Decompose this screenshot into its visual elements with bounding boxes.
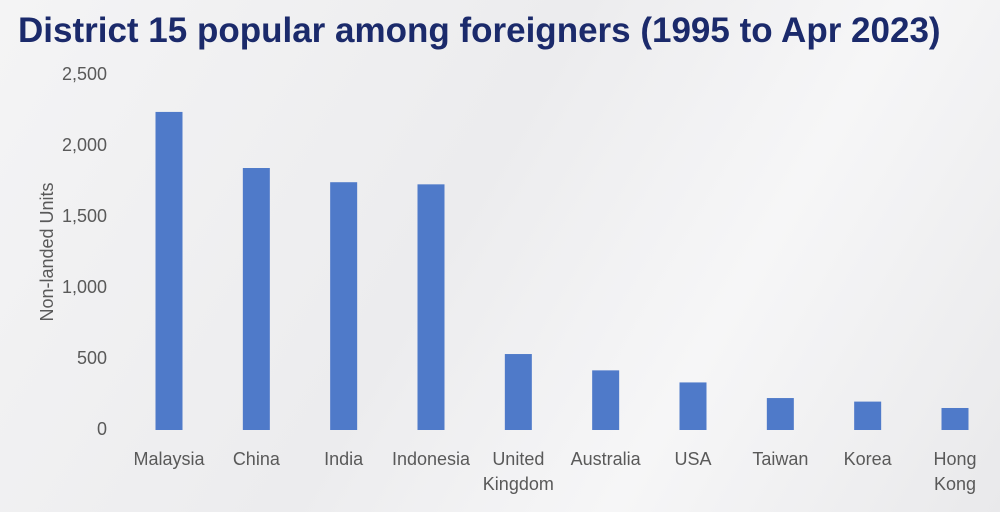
y-tick-label: 1,500	[62, 206, 107, 226]
bar	[330, 182, 358, 430]
x-tick-label: United Kingdom	[482, 449, 554, 494]
bar	[242, 168, 270, 430]
bar	[766, 398, 794, 430]
x-tick-label: Taiwan	[752, 449, 809, 469]
bar	[854, 401, 882, 430]
bar	[679, 382, 707, 430]
bar	[417, 184, 445, 430]
bar	[592, 370, 620, 430]
chart-title: District 15 popular among foreigners (19…	[18, 11, 941, 50]
bar	[504, 354, 532, 430]
y-tick-label: 1,000	[62, 277, 107, 297]
x-tick-label: Australia	[570, 449, 641, 469]
y-axis-label: Non-landed Units	[37, 182, 57, 321]
y-tick-label: 2,000	[62, 135, 107, 155]
x-tick-label: Hong Kong	[933, 449, 977, 494]
bar	[941, 407, 969, 430]
x-tick-label: Malaysia	[133, 449, 205, 469]
bar	[155, 111, 183, 431]
x-tick-label: Korea	[843, 449, 892, 469]
y-tick-label: 2,500	[62, 64, 107, 84]
y-tick-label: 0	[97, 419, 107, 439]
x-tick-label: India	[324, 449, 364, 469]
x-tick-label: Indonesia	[391, 449, 471, 469]
x-tick-label: China	[232, 449, 280, 469]
x-tick-label: USA	[674, 449, 712, 469]
y-tick-label: 500	[77, 348, 107, 368]
